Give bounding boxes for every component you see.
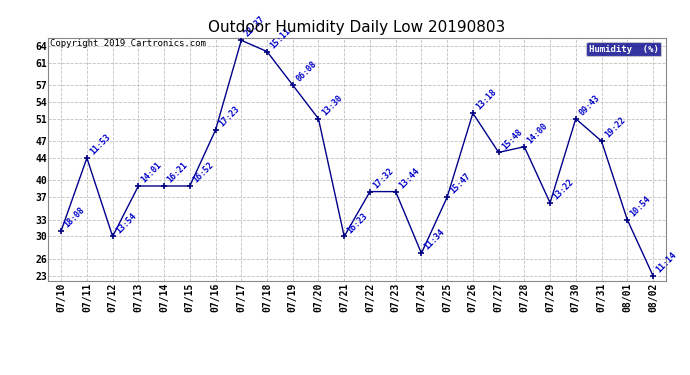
Text: 17:32: 17:32 bbox=[371, 166, 395, 190]
Text: Copyright 2019 Cartronics.com: Copyright 2019 Cartronics.com bbox=[50, 39, 206, 48]
Text: 13:30: 13:30 bbox=[320, 93, 344, 117]
Text: 09:43: 09:43 bbox=[577, 93, 601, 117]
Text: 19:22: 19:22 bbox=[603, 116, 627, 140]
Text: 11:53: 11:53 bbox=[88, 132, 112, 157]
Text: 15:48: 15:48 bbox=[500, 127, 524, 151]
Text: 22:37: 22:37 bbox=[243, 15, 267, 39]
Text: 11:14: 11:14 bbox=[654, 250, 678, 274]
Text: 15:11: 15:11 bbox=[268, 26, 293, 50]
Text: 10:54: 10:54 bbox=[629, 194, 653, 218]
Text: 14:01: 14:01 bbox=[140, 160, 164, 184]
Text: 13:22: 13:22 bbox=[551, 177, 575, 201]
Legend: Humidity  (%): Humidity (%) bbox=[586, 42, 661, 56]
Title: Outdoor Humidity Daily Low 20190803: Outdoor Humidity Daily Low 20190803 bbox=[208, 20, 506, 35]
Text: 13:44: 13:44 bbox=[397, 166, 421, 190]
Text: 06:08: 06:08 bbox=[294, 60, 318, 84]
Text: 13:18: 13:18 bbox=[474, 88, 498, 112]
Text: 13:54: 13:54 bbox=[114, 211, 138, 235]
Text: 17:23: 17:23 bbox=[217, 105, 241, 129]
Text: 11:34: 11:34 bbox=[423, 228, 447, 252]
Text: 16:21: 16:21 bbox=[166, 160, 190, 184]
Text: 16:52: 16:52 bbox=[191, 160, 215, 184]
Text: 15:47: 15:47 bbox=[448, 172, 473, 196]
Text: 18:08: 18:08 bbox=[63, 206, 87, 230]
Text: 14:00: 14:00 bbox=[526, 122, 550, 146]
Text: 16:23: 16:23 bbox=[346, 211, 370, 235]
